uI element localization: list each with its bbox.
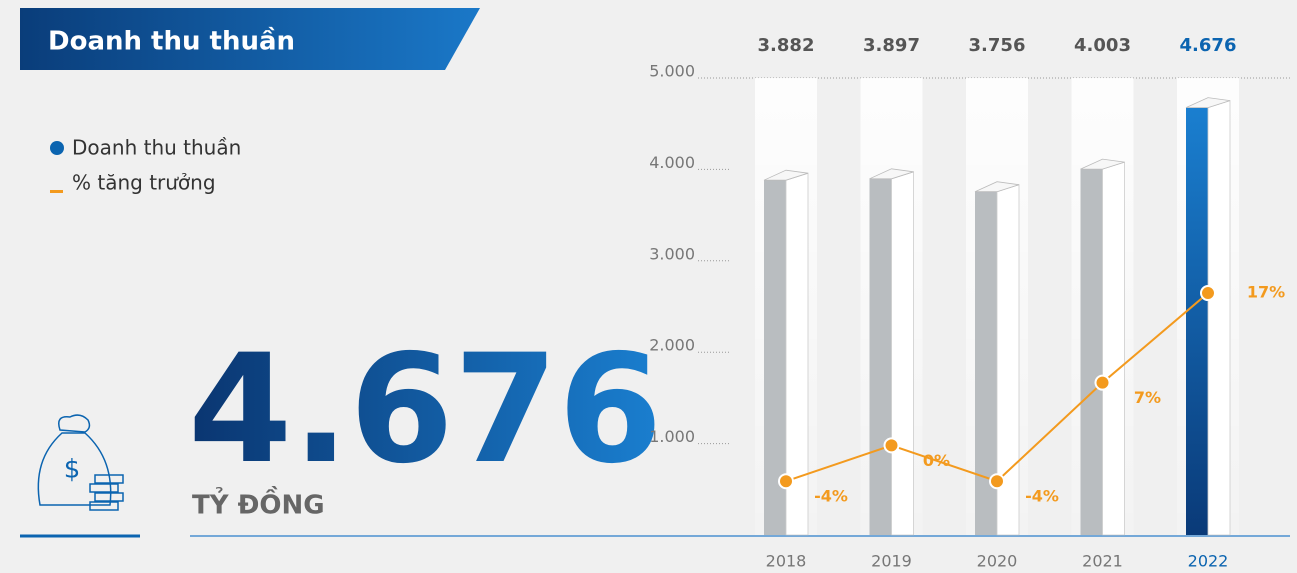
x-tick-label: 2018 xyxy=(766,552,807,571)
bar-top xyxy=(974,181,1020,193)
value-label: 3.897 xyxy=(863,35,920,56)
legend-swatch xyxy=(50,190,63,193)
y-tick-label: 1.000 xyxy=(649,427,695,446)
money-icon: $ xyxy=(37,414,124,511)
x-tick-label: 2021 xyxy=(1082,552,1123,571)
bar xyxy=(1186,107,1208,536)
title-box xyxy=(20,8,480,70)
bar-top xyxy=(869,168,914,180)
line-point xyxy=(883,437,900,454)
value-label: 4.003 xyxy=(1074,35,1131,56)
bar-top xyxy=(1080,158,1125,170)
y-tick-label: 5.000 xyxy=(649,62,695,81)
legend-label: % tăng trưởng xyxy=(72,171,216,195)
line-point xyxy=(778,473,794,490)
unit-label: TỶ ĐỒNG xyxy=(192,485,325,521)
highlight-value: 4.676 xyxy=(188,323,662,497)
bar-side xyxy=(1207,100,1231,536)
value-label: -4% xyxy=(814,487,848,506)
value-label: 7% xyxy=(1134,388,1161,407)
bar-top xyxy=(763,169,809,181)
y-tick-label: 4.000 xyxy=(649,153,695,172)
x-tick-label: 2022 xyxy=(1188,552,1229,571)
x-tick-label: 2020 xyxy=(977,552,1018,571)
bar-side xyxy=(891,171,914,536)
bar xyxy=(869,178,892,535)
value-label: 3.756 xyxy=(969,35,1026,56)
line-point xyxy=(1200,285,1216,302)
line-point xyxy=(1094,374,1111,391)
line-point xyxy=(989,473,1005,490)
x-tick-label: 2019 xyxy=(871,552,912,571)
bar xyxy=(975,191,997,535)
value-label: 17% xyxy=(1247,283,1285,302)
y-tick-label: 2.000 xyxy=(649,336,695,355)
y-tick-label: 3.000 xyxy=(649,244,695,263)
chart-title: Doanh thu thuần xyxy=(48,26,295,57)
svg-text:$: $ xyxy=(64,455,81,485)
bar-side xyxy=(1102,161,1125,536)
value-label: -4% xyxy=(1025,487,1059,506)
value-label: 3.882 xyxy=(758,35,815,56)
bar xyxy=(1080,169,1103,535)
legend-label: Doanh thu thuần xyxy=(72,136,241,160)
legend-swatch xyxy=(50,141,64,155)
bar-top xyxy=(1185,97,1231,109)
value-label: 4.676 xyxy=(1180,35,1237,56)
bar xyxy=(764,180,786,536)
value-label: 0% xyxy=(923,451,950,470)
